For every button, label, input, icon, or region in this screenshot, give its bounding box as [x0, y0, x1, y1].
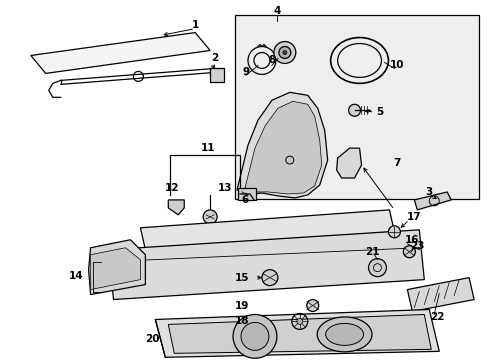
Text: 1: 1	[191, 19, 199, 30]
Circle shape	[282, 50, 286, 54]
Text: 19: 19	[234, 301, 249, 311]
Text: 11: 11	[201, 143, 215, 153]
Text: 7: 7	[393, 158, 400, 168]
Ellipse shape	[325, 323, 363, 345]
Circle shape	[387, 226, 400, 238]
Polygon shape	[155, 310, 438, 357]
Circle shape	[348, 104, 360, 116]
Polygon shape	[90, 248, 140, 289]
Polygon shape	[407, 278, 473, 311]
Circle shape	[262, 270, 277, 285]
Text: 23: 23	[409, 241, 424, 251]
Circle shape	[278, 46, 290, 58]
Text: 17: 17	[406, 212, 421, 222]
Text: 9: 9	[242, 67, 249, 77]
Text: 21: 21	[365, 247, 379, 257]
Bar	[210, 68, 224, 82]
Text: 10: 10	[389, 60, 404, 71]
Text: 16: 16	[404, 235, 419, 245]
Text: 4: 4	[273, 6, 280, 15]
Text: 20: 20	[145, 334, 159, 345]
Text: 12: 12	[164, 183, 179, 193]
Circle shape	[241, 323, 268, 350]
Circle shape	[368, 259, 386, 276]
Polygon shape	[168, 200, 184, 215]
Text: 15: 15	[234, 273, 249, 283]
Text: 18: 18	[234, 316, 249, 327]
Polygon shape	[244, 101, 321, 194]
Circle shape	[403, 246, 414, 258]
Bar	[238, 188, 255, 200]
Polygon shape	[140, 210, 394, 250]
Circle shape	[233, 315, 276, 358]
Circle shape	[203, 210, 217, 224]
Bar	[235, 15, 478, 199]
Text: 2: 2	[211, 54, 218, 63]
Polygon shape	[108, 230, 424, 300]
Ellipse shape	[317, 317, 371, 352]
Text: 8: 8	[268, 55, 275, 66]
Circle shape	[296, 319, 302, 324]
Text: 3: 3	[425, 187, 432, 197]
Text: 6: 6	[241, 195, 248, 205]
Text: 14: 14	[68, 271, 83, 281]
Text: 22: 22	[429, 312, 444, 323]
Polygon shape	[88, 240, 145, 294]
Polygon shape	[168, 315, 430, 353]
Polygon shape	[336, 148, 361, 178]
Polygon shape	[237, 92, 327, 198]
Polygon shape	[31, 32, 210, 73]
Text: 5: 5	[375, 107, 382, 117]
Circle shape	[273, 41, 295, 63]
Polygon shape	[413, 192, 450, 210]
Text: 13: 13	[217, 183, 232, 193]
Circle shape	[306, 300, 318, 311]
